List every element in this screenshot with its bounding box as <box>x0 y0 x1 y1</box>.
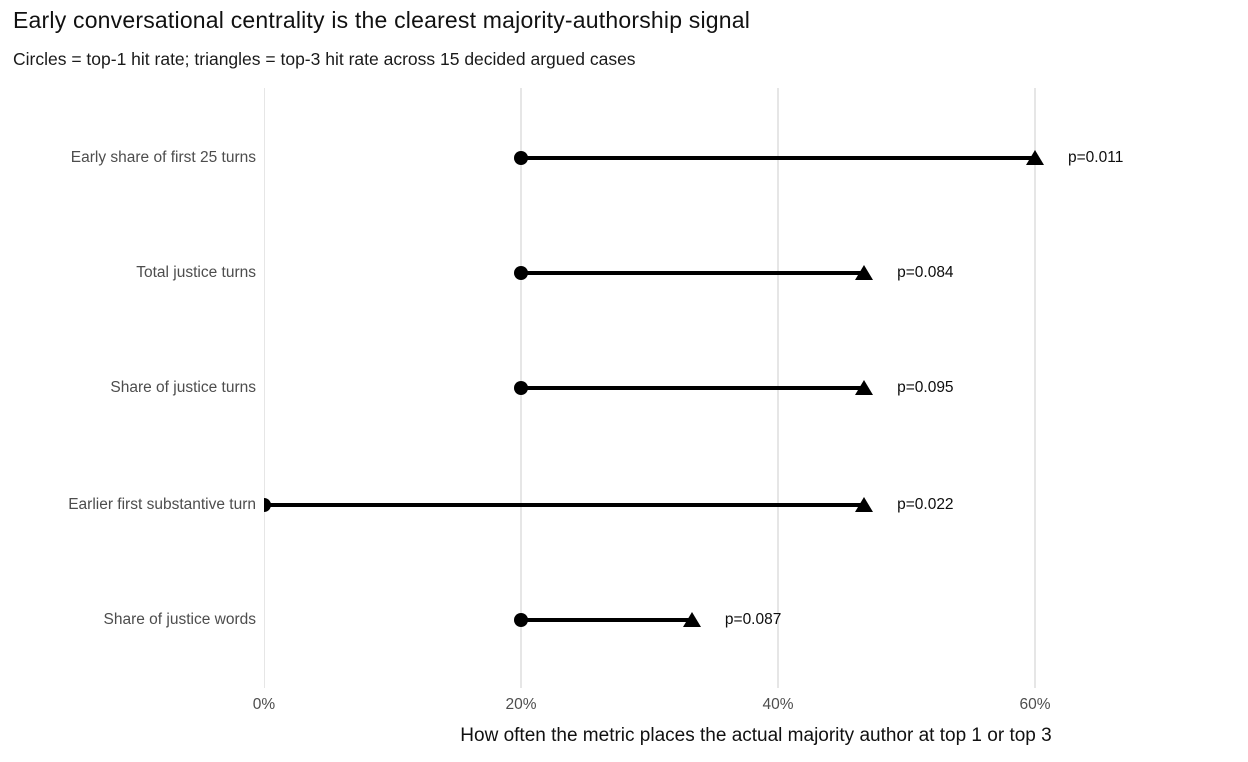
chart-title: Early conversational centrality is the c… <box>13 7 751 33</box>
chart-subtitle: Circles = top-1 hit rate; triangles = to… <box>13 49 636 69</box>
top1-circle-marker <box>514 266 528 280</box>
dumbbell-segment <box>521 156 1035 160</box>
dumbbell-segment <box>521 386 865 390</box>
p-value-label: p=0.011 <box>1068 149 1124 166</box>
x-tick-label: 0% <box>252 696 276 713</box>
p-value-label: p=0.022 <box>897 496 954 513</box>
x-gridline <box>264 88 265 688</box>
y-axis-label: Total justice turns <box>136 264 256 281</box>
dumbbell-segment <box>521 618 692 622</box>
top1-circle-marker <box>264 498 271 512</box>
x-gridline <box>1034 88 1036 688</box>
top3-triangle-marker <box>855 265 874 280</box>
dumbbell-segment <box>264 503 865 507</box>
x-tick-label: 40% <box>762 696 794 713</box>
x-tick-label: 20% <box>505 696 537 713</box>
p-value-label: p=0.095 <box>897 379 954 396</box>
p-value-label: p=0.084 <box>897 264 954 281</box>
top3-triangle-marker <box>682 612 701 627</box>
y-axis-label: Share of justice turns <box>110 379 256 396</box>
y-axis-label: Early share of first 25 turns <box>70 149 256 166</box>
top3-triangle-marker <box>855 380 874 395</box>
plot-panel: p=0.011 p=0.084 p=0.095 p=0.022 p=0.087 <box>264 88 1248 688</box>
x-axis-title: How often the metric places the actual m… <box>460 725 1052 746</box>
x-tick-label: 60% <box>1019 696 1051 713</box>
top3-triangle-marker <box>1026 150 1044 165</box>
y-axis-label: Earlier first substantive turn <box>68 496 256 513</box>
top1-circle-marker <box>514 381 528 395</box>
dumbbell-segment <box>521 271 865 275</box>
p-value-label: p=0.087 <box>724 611 782 628</box>
top1-circle-marker <box>514 151 528 165</box>
top3-triangle-marker <box>855 497 874 512</box>
top1-circle-marker <box>514 613 528 627</box>
y-axis-label: Share of justice words <box>103 611 257 628</box>
